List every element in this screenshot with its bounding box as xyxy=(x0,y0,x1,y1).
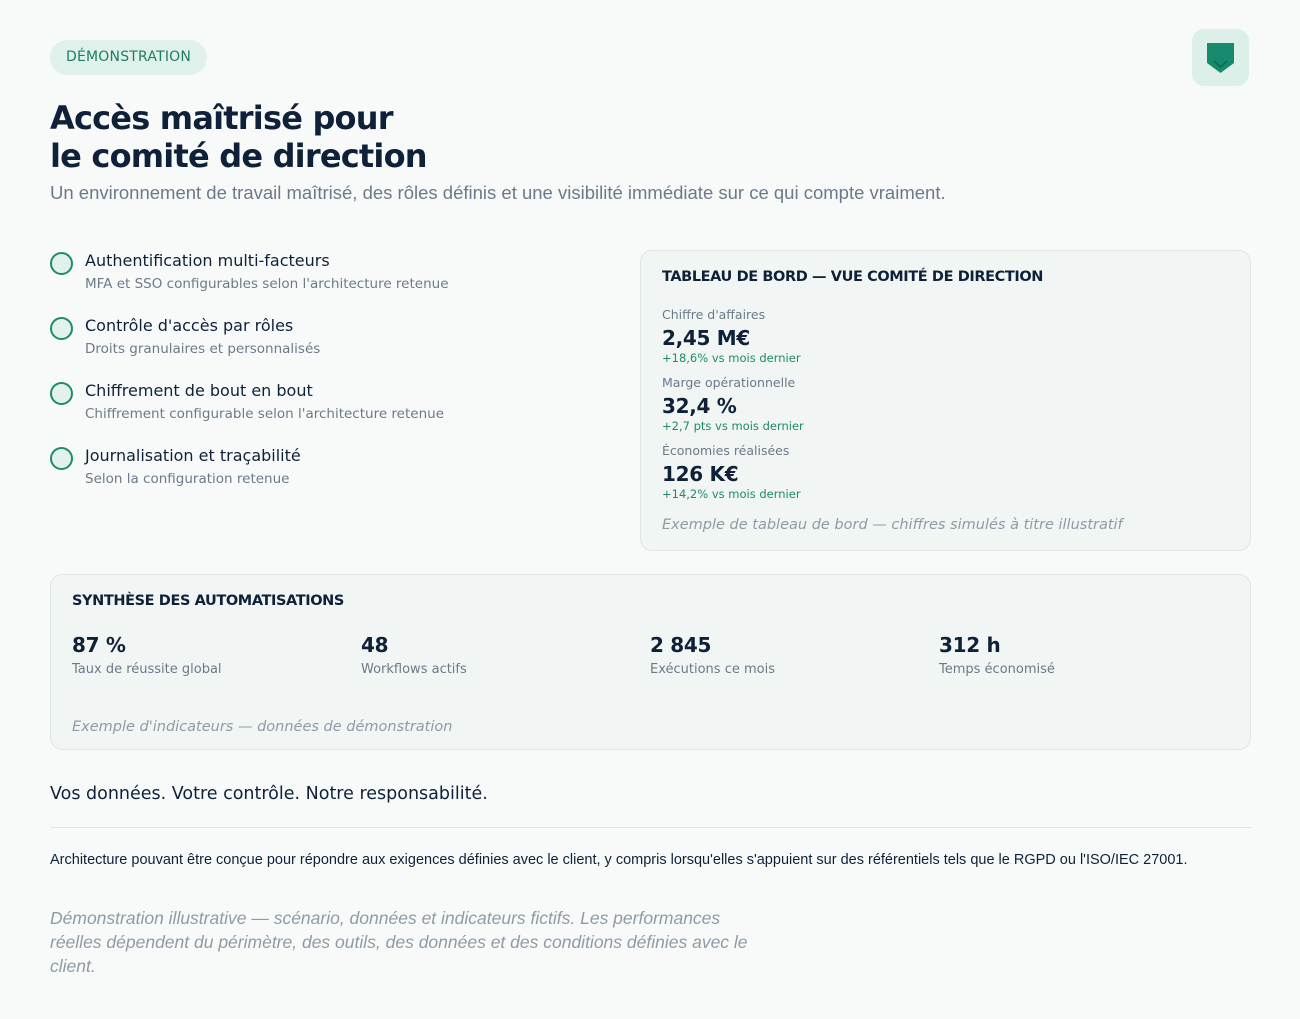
title-line-1: Accès maîtrisé pour xyxy=(50,99,394,137)
kpi-label: Workflows actifs xyxy=(361,662,467,677)
kpi-value: 48 xyxy=(361,633,389,657)
kpi-label: Exécutions ce mois xyxy=(650,662,775,677)
check-circle-icon xyxy=(50,382,73,405)
metric-delta: +2,7 pts vs mois dernier xyxy=(662,419,804,433)
divider xyxy=(50,827,1251,828)
feature-item: Chiffrement de bout en bout Chiffrement … xyxy=(50,380,610,445)
feature-description: Droits granulaires et personnalisés xyxy=(85,341,321,357)
dashboard-title: TABLEAU DE BORD — VUE COMITÉ DE DIRECTIO… xyxy=(662,269,1044,285)
page-subtitle: Un environnement de travail maîtrisé, de… xyxy=(50,182,946,203)
metric-label: Marge opérationnelle xyxy=(662,375,796,390)
kpi-value: 312 h xyxy=(939,633,1001,657)
feature-description: Chiffrement configurable selon l'archite… xyxy=(85,406,445,422)
metric-value: 2,45 M€ xyxy=(662,326,751,350)
check-circle-icon xyxy=(50,447,73,470)
logo xyxy=(1192,29,1249,86)
kpi-time-saved: 312 h Temps économisé xyxy=(939,632,1055,677)
feature-item: Authentification multi-facteurs MFA et S… xyxy=(50,250,610,315)
metric-margin: Marge opérationnelle 32,4 % +2,7 pts vs … xyxy=(662,375,804,433)
title-line-2: le comité de direction xyxy=(50,137,428,175)
tagline: Vos données. Votre contrôle. Notre respo… xyxy=(50,784,488,804)
demo-badge: DÉMONSTRATION xyxy=(50,40,208,75)
feature-item: Journalisation et traçabilité Selon la c… xyxy=(50,445,610,510)
kpi-value: 2 845 xyxy=(650,633,712,657)
feature-title: Chiffrement de bout en bout xyxy=(85,381,313,400)
automation-summary-card: SYNTHÈSE DES AUTOMATISATIONS 87 % Taux d… xyxy=(50,574,1251,750)
feature-item: Contrôle d'accès par rôles Droits granul… xyxy=(50,315,610,380)
page-title: Accès maîtrisé pour le comité de directi… xyxy=(50,99,428,175)
metric-delta: +14,2% vs mois dernier xyxy=(662,487,801,501)
kpi-executions: 2 845 Exécutions ce mois xyxy=(650,632,775,677)
metric-delta: +18,6% vs mois dernier xyxy=(662,351,801,365)
summary-title: SYNTHÈSE DES AUTOMATISATIONS xyxy=(72,593,344,609)
feature-description: MFA et SSO configurables selon l'archite… xyxy=(85,276,449,292)
feature-title: Contrôle d'accès par rôles xyxy=(85,316,294,335)
kpi-active-workflows: 48 Workflows actifs xyxy=(361,632,467,677)
metric-label: Chiffre d'affaires xyxy=(662,307,766,322)
check-circle-icon xyxy=(50,252,73,275)
check-circle-icon xyxy=(50,317,73,340)
kpi-label: Temps économisé xyxy=(939,662,1055,677)
feature-description: Selon la configuration retenue xyxy=(85,471,290,487)
kpi-value: 87 % xyxy=(72,633,126,657)
feature-title: Authentification multi-facteurs xyxy=(85,251,330,270)
metric-value: 32,4 % xyxy=(662,394,737,418)
metric-label: Économies réalisées xyxy=(662,443,790,458)
feature-title: Journalisation et traçabilité xyxy=(85,446,301,465)
feature-list: Authentification multi-facteurs MFA et S… xyxy=(50,250,610,510)
dashboard-card: TABLEAU DE BORD — VUE COMITÉ DE DIRECTIO… xyxy=(640,250,1251,551)
metric-value: 126 K€ xyxy=(662,462,739,486)
compliance-paragraph: Architecture pouvant être conçue pour ré… xyxy=(50,852,1188,868)
kpi-label: Taux de réussite global xyxy=(72,662,222,677)
kpi-success-rate: 87 % Taux de réussite global xyxy=(72,632,222,677)
metric-revenue: Chiffre d'affaires 2,45 M€ +18,6% vs moi… xyxy=(662,307,801,365)
disclaimer: Démonstration illustrative — scénario, d… xyxy=(50,908,748,976)
dashboard-note: Exemple de tableau de bord — chiffres si… xyxy=(662,517,1123,533)
metric-savings: Économies réalisées 126 K€ +14,2% vs moi… xyxy=(662,443,801,501)
summary-note: Exemple d'indicateurs — données de démon… xyxy=(72,719,453,735)
